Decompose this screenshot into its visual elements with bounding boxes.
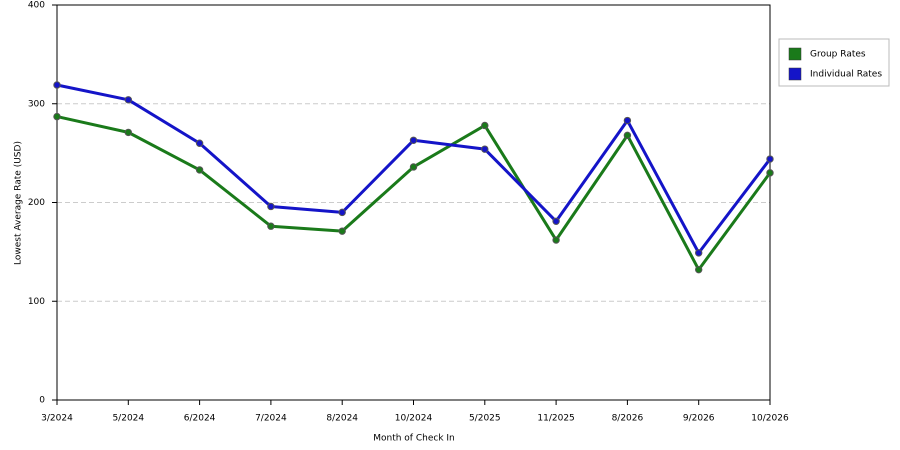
x-tick-label: 5/2024 <box>112 414 144 424</box>
x-tick-label: 7/2024 <box>255 414 287 424</box>
legend-label: Group Rates <box>810 50 866 60</box>
data-point <box>766 169 774 177</box>
data-point <box>267 202 275 211</box>
data-point <box>481 145 489 153</box>
data-point <box>552 217 560 225</box>
data-point <box>53 112 61 121</box>
x-tick-label: 3/2024 <box>41 414 73 424</box>
x-axis-label: Month of Check In <box>373 434 455 444</box>
data-point <box>695 249 703 257</box>
data-point <box>552 236 560 244</box>
data-point <box>195 139 204 147</box>
data-point <box>409 136 418 144</box>
data-point <box>623 131 632 140</box>
y-axis-label: Lowest Average Rate (USD) <box>14 141 24 265</box>
data-point <box>124 96 133 104</box>
y-tick-label: 400 <box>28 1 45 11</box>
data-point <box>766 155 774 163</box>
data-point <box>267 222 275 230</box>
y-tick-label: 300 <box>28 99 45 109</box>
data-point <box>409 163 418 171</box>
x-tick-label: 8/2026 <box>612 414 644 424</box>
x-tick-label: 10/2026 <box>751 414 789 424</box>
y-tick-label: 100 <box>28 297 45 307</box>
x-tick-label: 8/2024 <box>326 414 358 424</box>
x-tick-label: 6/2024 <box>184 414 216 424</box>
x-tick-label: 9/2026 <box>683 414 715 424</box>
data-point <box>481 121 489 130</box>
data-point <box>623 116 632 125</box>
x-tick-label: 10/2024 <box>395 414 433 424</box>
data-point <box>195 166 204 174</box>
legend-swatch <box>788 47 802 61</box>
x-tick-label: 11/2025 <box>537 414 574 424</box>
data-point <box>695 265 703 274</box>
data-point <box>338 208 346 217</box>
legend-label: Individual Rates <box>810 70 882 80</box>
y-tick-label: 0 <box>39 396 45 406</box>
x-tick-label: 5/2025 <box>469 414 501 424</box>
data-point <box>53 81 61 89</box>
data-point <box>124 128 133 137</box>
data-point <box>338 227 346 235</box>
y-tick-label: 200 <box>28 198 45 208</box>
legend-swatch <box>788 67 802 81</box>
